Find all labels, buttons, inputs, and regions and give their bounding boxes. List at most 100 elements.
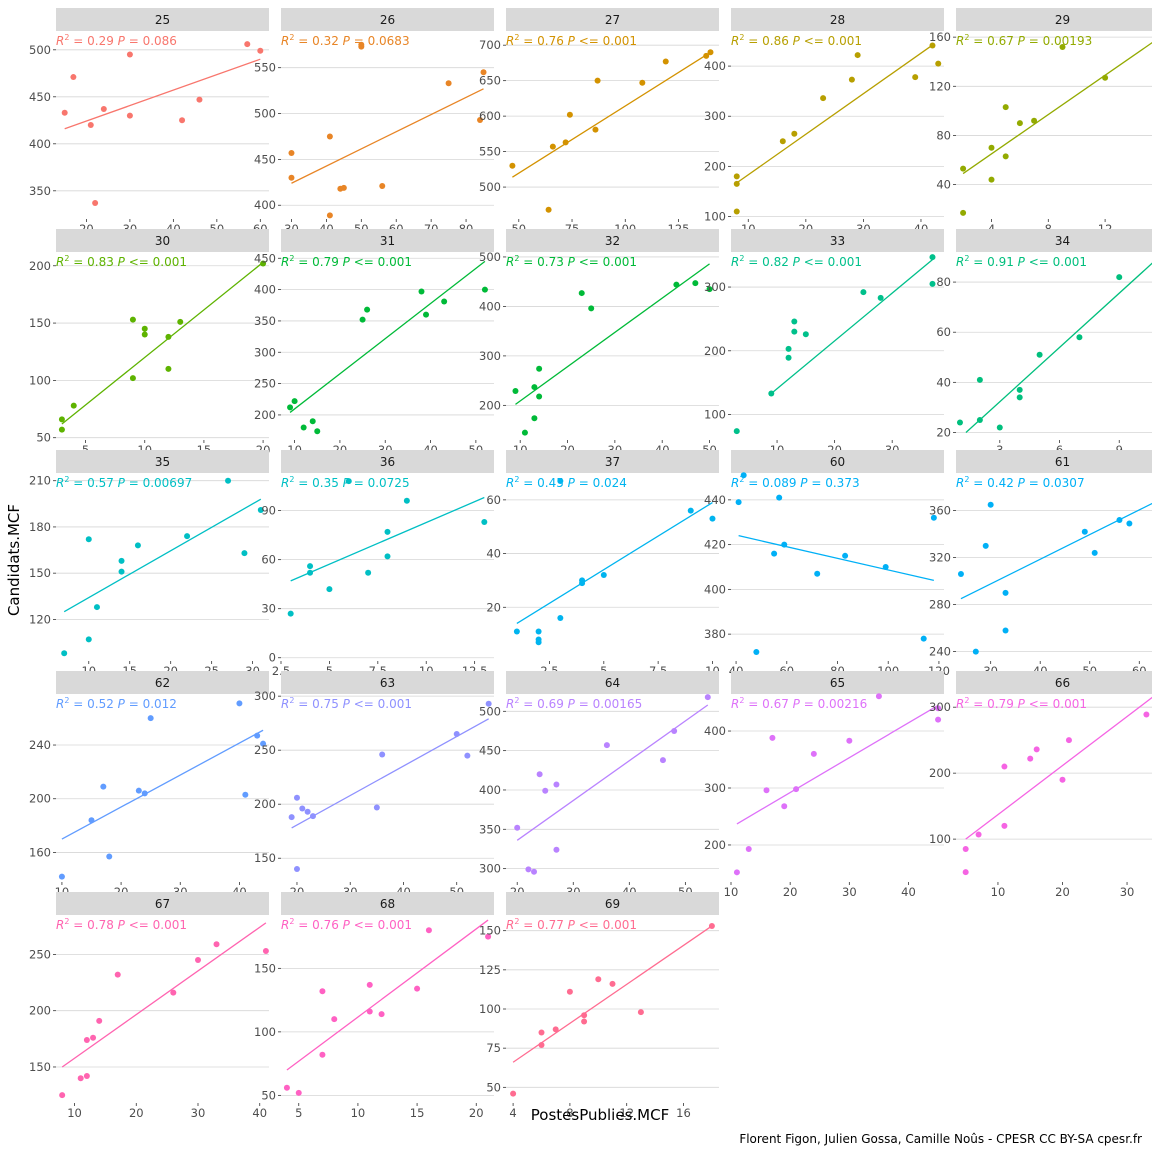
data-point [83, 1036, 90, 1043]
y-tick-label: 550 [479, 145, 501, 159]
data-point [61, 109, 68, 116]
facet-panel-35: 351201501802101015202530R2 = 0.57 P = 0.… [29, 450, 269, 678]
y-tick-label: 200 [704, 838, 726, 852]
facet-strip [56, 8, 269, 31]
facet-strip [731, 229, 944, 252]
facet-strip-label: 61 [1055, 455, 1070, 469]
data-point [510, 1090, 517, 1097]
facet-panel-32: 322003004005001020304050R2 = 0.73 P <= 0… [479, 229, 719, 457]
x-tick-label: 20 [469, 1106, 484, 1120]
data-point [882, 564, 889, 570]
facet-strip [281, 892, 494, 915]
data-point [557, 615, 564, 622]
data-point [802, 331, 809, 338]
data-point [740, 472, 747, 479]
data-point [445, 80, 452, 87]
data-point [538, 1042, 545, 1049]
y-tick-label: 400 [704, 59, 726, 73]
facet-strip [506, 229, 719, 252]
stats-label: R2 = 0.42 P = 0.0307 [956, 475, 1085, 490]
data-point [962, 846, 969, 853]
data-point [735, 499, 742, 506]
data-point [126, 112, 133, 119]
data-point [935, 705, 942, 712]
data-point [542, 787, 549, 794]
facet-strip [956, 671, 1152, 694]
data-point [935, 60, 942, 67]
data-point [309, 813, 316, 820]
data-point [309, 418, 316, 425]
y-tick-label: 75 [486, 1041, 501, 1055]
regression-line [290, 496, 485, 582]
y-tick-label: 200 [29, 259, 51, 273]
data-point [177, 318, 184, 325]
data-point [366, 981, 373, 988]
y-tick-label: 150 [479, 924, 501, 938]
data-point [141, 325, 148, 332]
data-point [566, 111, 573, 118]
regression-line [736, 704, 939, 825]
data-point [379, 182, 386, 189]
y-tick-label: 500 [479, 180, 501, 194]
facet-strip [281, 8, 494, 31]
data-point [300, 424, 307, 431]
data-point [88, 817, 95, 824]
y-tick-label: 650 [479, 74, 501, 88]
y-tick-label: 400 [254, 198, 276, 212]
data-point [514, 824, 521, 831]
data-point [1059, 43, 1066, 50]
data-point [781, 541, 788, 548]
regression-line [286, 919, 489, 1071]
stats-label: R2 = 0.52 P = 0.012 [56, 696, 177, 711]
y-tick-label: 300 [929, 700, 951, 714]
regression-line [738, 535, 935, 582]
data-point [536, 771, 543, 778]
facet-strip [956, 229, 1152, 252]
data-point [236, 700, 243, 707]
y-tick-label: 380 [704, 627, 726, 641]
facet-strip-label: 34 [1055, 234, 1070, 248]
regression-line [64, 58, 261, 130]
data-point [1143, 711, 1150, 718]
facet-panel-33: 33100200300102030R2 = 0.82 P <= 0.001 [704, 229, 944, 457]
facet-strip-label: 62 [155, 676, 170, 690]
data-point [287, 610, 294, 617]
data-point [956, 419, 963, 426]
y-tick-label: 40 [936, 375, 951, 389]
y-tick-label: 450 [479, 744, 501, 758]
data-point [553, 846, 560, 853]
data-point [521, 429, 528, 436]
data-point [509, 162, 516, 169]
data-point [100, 106, 107, 113]
data-point [291, 398, 298, 405]
data-point [184, 533, 191, 540]
data-point [912, 74, 919, 81]
data-point [733, 180, 740, 187]
data-point [733, 428, 740, 435]
regression-line [965, 696, 1152, 840]
data-point [708, 922, 715, 929]
y-tick-label: 90 [261, 504, 276, 518]
regression-line [515, 263, 710, 405]
facet-panel-36: 3603060902.557.51012.5R2 = 0.35 P = 0.07… [261, 450, 494, 678]
data-point [93, 604, 100, 611]
data-point [929, 280, 936, 287]
data-point [733, 173, 740, 180]
data-point [877, 294, 884, 301]
data-point [114, 971, 121, 978]
data-point [976, 376, 983, 383]
data-point [118, 557, 125, 564]
data-point [59, 1092, 66, 1099]
facet-panel-64: 6430035040045050020304050R2 = 0.69 P = 0… [479, 671, 719, 899]
data-point [600, 572, 607, 579]
data-point [70, 74, 77, 81]
data-point [1033, 746, 1040, 753]
facet-panel-60: 60380400420440406080100120R2 = 0.089 P =… [704, 450, 950, 678]
data-point [553, 781, 560, 788]
x-tick-label: 8 [566, 1106, 573, 1120]
data-point [1076, 334, 1083, 341]
stats-label: R2 = 0.79 P <= 0.001 [956, 696, 1087, 711]
y-tick-label: 550 [254, 61, 276, 75]
data-point [70, 402, 77, 409]
